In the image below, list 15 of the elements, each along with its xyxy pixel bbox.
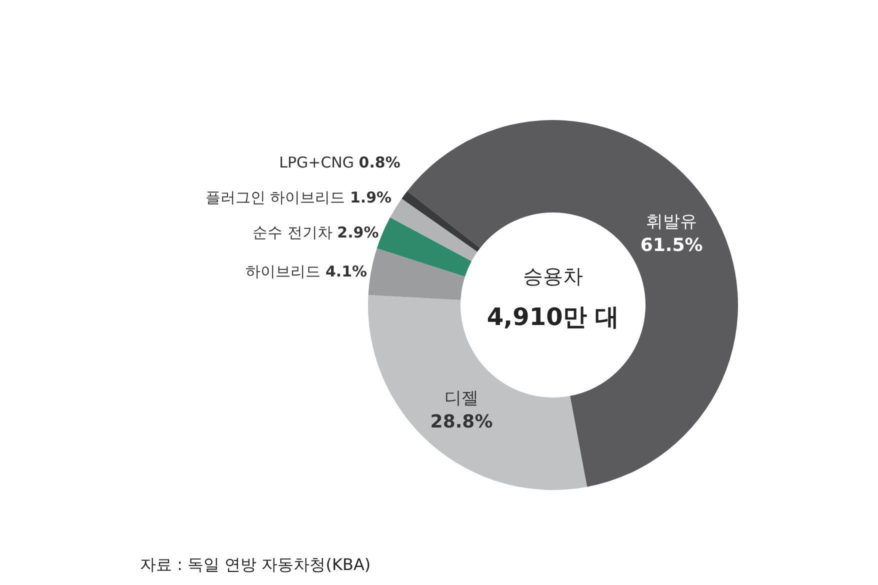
data-label: 4.1% xyxy=(325,262,368,280)
slice-label: 순수 전기차 xyxy=(252,224,338,242)
text: 4,910만 대 xyxy=(486,303,620,331)
data-label: 61.5% xyxy=(640,234,703,256)
data-label: 28.8% xyxy=(430,411,493,432)
slice-label: 플러그인 하이브리드 xyxy=(205,188,350,207)
data-label: 1.9% xyxy=(350,188,392,207)
slice-label: 디젤 xyxy=(444,388,479,408)
text: 자료 : 독일 연방 자동차청(KBA) xyxy=(140,555,371,574)
text: 승용차 xyxy=(523,264,583,288)
slice-label: LPG+CNG xyxy=(279,154,359,172)
slice-label: 하이브리드 xyxy=(246,262,326,280)
slice-label: 휘발유 xyxy=(646,212,698,232)
data-label: 0.8% xyxy=(358,154,400,172)
data-label: 2.9% xyxy=(337,224,379,242)
